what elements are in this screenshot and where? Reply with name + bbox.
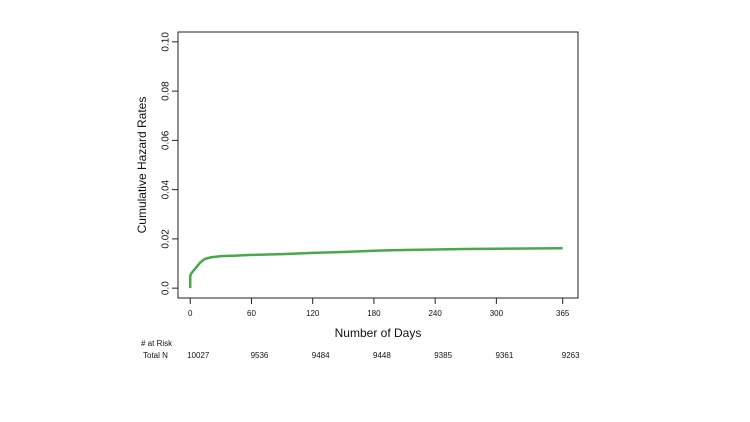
y-tick-label: 0.02	[161, 229, 172, 249]
risk-value: 10027	[187, 351, 210, 360]
risk-row-label: Total N	[143, 351, 168, 360]
x-tick-label: 365	[556, 309, 570, 318]
y-tick-label: 0.0	[161, 281, 172, 295]
y-axis-title: Cumulative Hazard Rates	[135, 97, 149, 234]
y-tick-label: 0.04	[161, 179, 172, 199]
x-tick-label: 120	[306, 309, 320, 318]
x-tick-label: 300	[490, 309, 504, 318]
x-tick-label: 60	[247, 309, 256, 318]
y-tick-label: 0.08	[161, 81, 172, 101]
risk-value: 9263	[562, 351, 580, 360]
x-tick-label: 0	[188, 309, 193, 318]
x-tick-label: 240	[428, 309, 442, 318]
plot-frame	[177, 31, 579, 299]
x-axis-title: Number of Days	[335, 326, 422, 340]
risk-value: 9385	[434, 351, 452, 360]
risk-value: 9361	[495, 351, 513, 360]
y-tick-label: 0.06	[161, 130, 172, 150]
risk-value: 9448	[373, 351, 391, 360]
hazard-line	[188, 247, 563, 289]
risk-title: # at Risk	[141, 339, 173, 348]
x-tick-label: 180	[367, 309, 381, 318]
risk-value: 9536	[251, 351, 269, 360]
risk-value: 9484	[312, 351, 330, 360]
y-tick-label: 0.10	[161, 32, 172, 52]
